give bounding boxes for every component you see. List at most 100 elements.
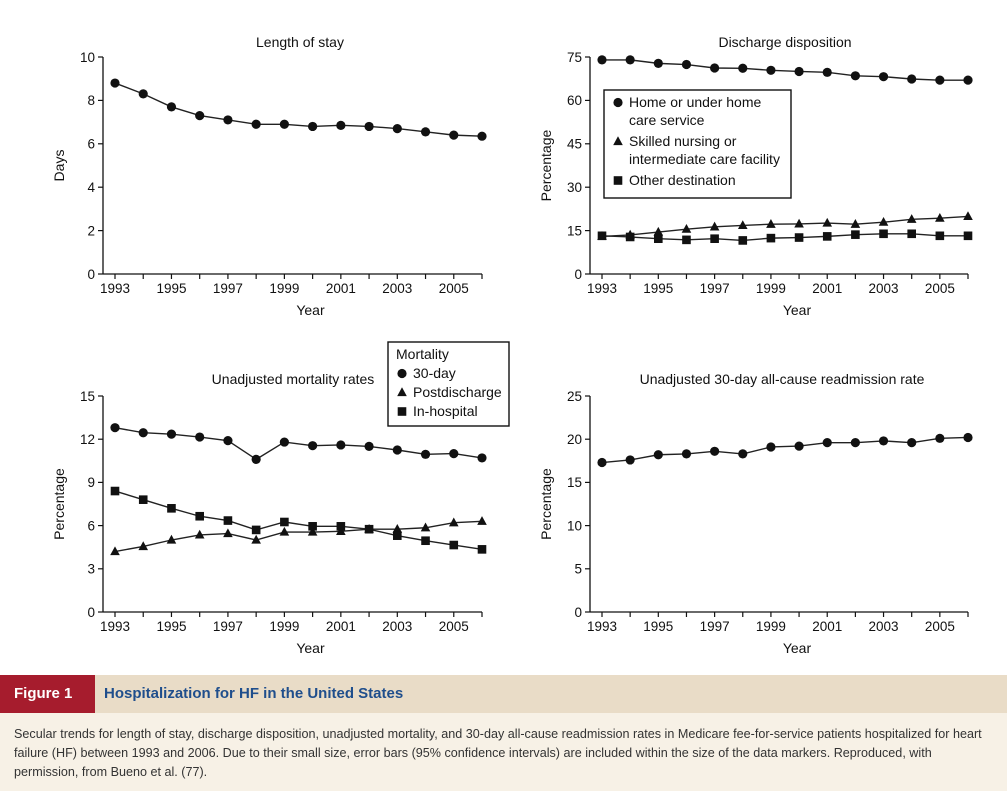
data-point — [878, 436, 889, 446]
series-1 — [597, 432, 973, 468]
x-tick-label: 2003 — [382, 281, 412, 296]
x-tick-label: 2003 — [869, 281, 899, 296]
data-point — [336, 522, 346, 531]
data-point — [597, 457, 607, 468]
data-point — [850, 438, 860, 448]
y-tick-label: 6 — [87, 518, 95, 533]
data-point — [794, 66, 804, 77]
data-point — [251, 525, 261, 535]
y-tick-label: 15 — [567, 475, 582, 490]
data-point — [448, 517, 459, 527]
data-point — [449, 130, 459, 140]
data-point — [625, 55, 635, 65]
y-tick-label: 4 — [87, 180, 95, 195]
data-point — [907, 229, 916, 239]
legend-box — [603, 89, 792, 199]
y-tick-label: 45 — [567, 137, 582, 152]
x-tick-label: 1993 — [100, 619, 130, 634]
data-point — [766, 442, 776, 452]
data-point — [738, 63, 748, 73]
data-point — [477, 545, 487, 554]
chart-panel-3: Unadjusted mortality rates 0 3 6 9 12 15 1993 19… — [51, 341, 510, 656]
data-point — [822, 232, 832, 241]
y-tick-label: 12 — [80, 432, 95, 447]
data-point — [279, 526, 290, 536]
chart-panel-1: Length of stay 0 2 4 6 8 10 1993 1995 1997 1999 200… — [51, 34, 487, 318]
x-tick-label: 2005 — [925, 619, 955, 634]
data-point — [681, 223, 692, 233]
data-point — [681, 59, 692, 70]
data-point — [907, 438, 917, 448]
legend-marker — [613, 136, 623, 146]
y-axis-label: Days — [51, 150, 67, 182]
data-point — [223, 115, 233, 125]
y-tick-label: 9 — [87, 475, 95, 490]
x-axis-label: Year — [296, 302, 325, 318]
data-point — [710, 446, 720, 456]
legend-label: care service — [629, 112, 705, 128]
data-point — [420, 127, 431, 137]
x-axis-label: Year — [783, 640, 812, 656]
data-point — [597, 231, 607, 241]
legend-marker — [613, 97, 623, 108]
y-tick-label: 2 — [87, 223, 95, 238]
legend-label: Home or under home — [629, 94, 762, 110]
y-axis-label: Percentage — [538, 129, 554, 201]
data-point — [449, 540, 459, 550]
y-tick-label: 20 — [567, 432, 582, 447]
data-point — [935, 212, 945, 222]
x-axis-label: Year — [783, 302, 812, 318]
y-tick-label: 5 — [574, 562, 582, 577]
series-2 — [597, 211, 973, 240]
y-tick-label: 25 — [567, 389, 582, 404]
x-tick-label: 2001 — [326, 281, 356, 296]
data-point — [138, 89, 148, 99]
x-tick-label: 2003 — [382, 619, 412, 634]
data-point — [625, 232, 635, 242]
data-point — [906, 214, 917, 223]
data-point — [822, 438, 832, 448]
data-point — [280, 517, 289, 527]
data-point — [449, 449, 459, 459]
y-tick-label: 0 — [87, 605, 95, 620]
data-point — [654, 234, 663, 244]
x-tick-label: 1995 — [156, 281, 186, 296]
x-tick-label: 2005 — [439, 281, 469, 296]
y-tick-label: 10 — [80, 50, 95, 65]
data-point — [625, 455, 635, 465]
series-line — [601, 436, 969, 464]
legend-title: Mortality — [396, 346, 449, 362]
data-point — [364, 524, 374, 534]
data-point — [794, 218, 804, 228]
chart-title: Length of stay — [256, 34, 344, 50]
chart-panel-2: Discharge disposition 0 15 30 45 60 75 1993 1995… — [538, 34, 973, 318]
y-tick-label: 10 — [567, 518, 582, 533]
data-point — [653, 226, 664, 236]
x-tick-label: 2005 — [925, 281, 955, 296]
data-point — [822, 217, 833, 227]
data-point — [681, 449, 692, 459]
data-point — [110, 486, 120, 496]
data-point — [110, 78, 120, 88]
data-point — [710, 234, 719, 244]
series-line — [114, 520, 483, 553]
data-point — [709, 221, 720, 231]
data-point — [597, 55, 607, 65]
data-point — [251, 119, 261, 129]
data-point — [392, 524, 403, 533]
x-tick-label: 1993 — [100, 281, 130, 296]
legend-box — [387, 341, 510, 427]
data-point — [392, 445, 402, 455]
data-point — [336, 440, 346, 450]
data-point — [878, 72, 889, 82]
data-point — [308, 121, 318, 132]
data-point — [963, 432, 973, 443]
data-point — [307, 526, 318, 536]
x-tick-label: 1997 — [213, 619, 243, 634]
x-tick-label: 1999 — [269, 281, 299, 296]
data-point — [879, 229, 888, 239]
series-line — [601, 215, 969, 238]
figure-label: Figure 1 — [0, 675, 95, 713]
series-1 — [110, 423, 487, 464]
